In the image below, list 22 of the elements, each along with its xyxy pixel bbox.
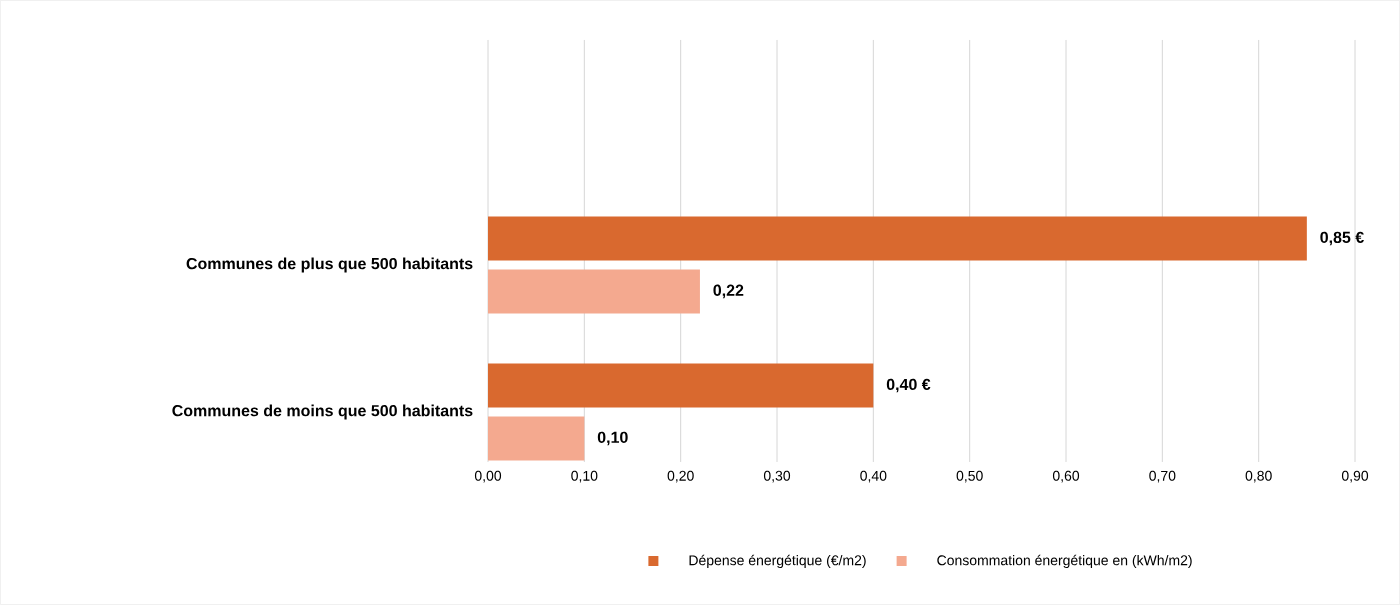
data-label: 0,10: [597, 431, 628, 446]
x-tick-label: 0,20: [667, 470, 694, 483]
x-tick-label: 0,40: [860, 470, 887, 483]
bar: [488, 269, 700, 314]
data-label: 0,85 €: [1320, 231, 1364, 246]
bar: [488, 216, 1307, 261]
legend-label: Consommation énergétique en (kWh/m2): [937, 554, 1192, 569]
bar: [488, 416, 585, 461]
x-tick-label: 0,60: [1052, 470, 1080, 483]
legend-label: Dépense énergétique (€/m2): [689, 554, 866, 569]
x-tick-label: 0,80: [1245, 470, 1272, 483]
x-tick-label: 0,90: [1341, 470, 1369, 483]
x-tick-label: 0,50: [956, 470, 983, 483]
x-tick-label: 0,30: [763, 470, 791, 483]
data-label: 0,22: [713, 284, 744, 299]
x-tick-label: 0,00: [474, 470, 502, 483]
bar: [488, 363, 874, 408]
x-tick-label: 0,70: [1149, 470, 1176, 483]
y-tick-label: Communes de moins que 500 habitants: [172, 404, 473, 420]
x-tick-label: 0,10: [571, 470, 598, 483]
data-label: 0,40 €: [886, 378, 931, 393]
y-tick-label: Communes de plus que 500 habitants: [186, 257, 473, 273]
